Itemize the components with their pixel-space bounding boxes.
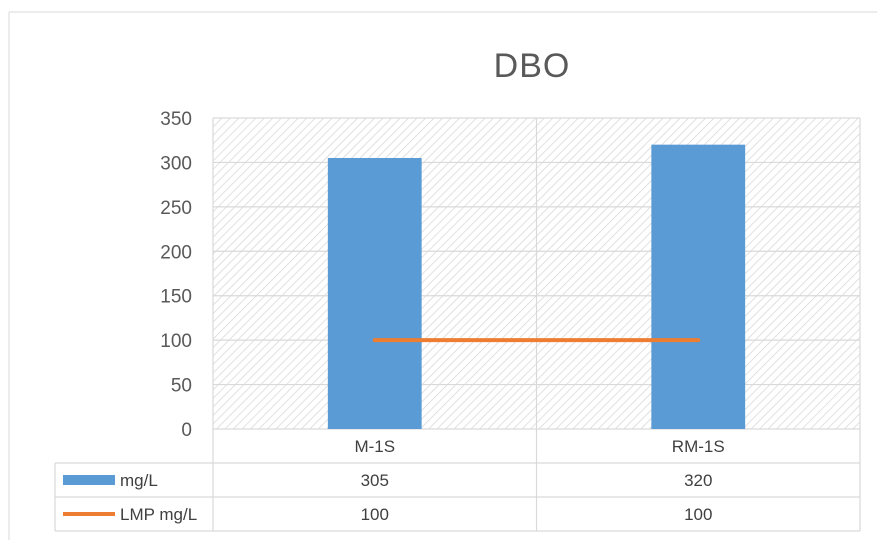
y-tick-label: 350 xyxy=(160,109,192,130)
bar-rm-1s xyxy=(651,144,746,429)
chart-title: DBO xyxy=(494,47,571,85)
bar-m-1s xyxy=(327,157,422,429)
y-tick-label: 300 xyxy=(160,153,192,174)
legend-series-name: LMP mg/L xyxy=(120,505,197,524)
bars xyxy=(327,144,746,429)
y-tick-label: 50 xyxy=(171,376,192,397)
y-axis-ticks: 0 50 100 150 200 250 300 350 xyxy=(160,109,192,441)
y-tick-label: 150 xyxy=(160,287,192,308)
data-table-value: 100 xyxy=(361,505,389,524)
data-table-value: 100 xyxy=(684,505,712,524)
y-tick-label: 100 xyxy=(160,331,192,352)
legend-series-name: mg/L xyxy=(120,471,158,490)
data-table-value: 320 xyxy=(684,471,712,490)
legend-key-bar xyxy=(63,475,115,485)
y-tick-label: 200 xyxy=(160,242,192,263)
y-tick-label: 0 xyxy=(181,420,192,441)
data-table: M-1S RM-1S mg/L 305 320 LMP mg/L 100 100 xyxy=(54,429,861,532)
x-category-label: RM-1S xyxy=(672,437,725,456)
y-tick-label: 250 xyxy=(160,198,192,219)
x-category-label: M-1S xyxy=(354,437,395,456)
data-table-value: 305 xyxy=(361,471,389,490)
